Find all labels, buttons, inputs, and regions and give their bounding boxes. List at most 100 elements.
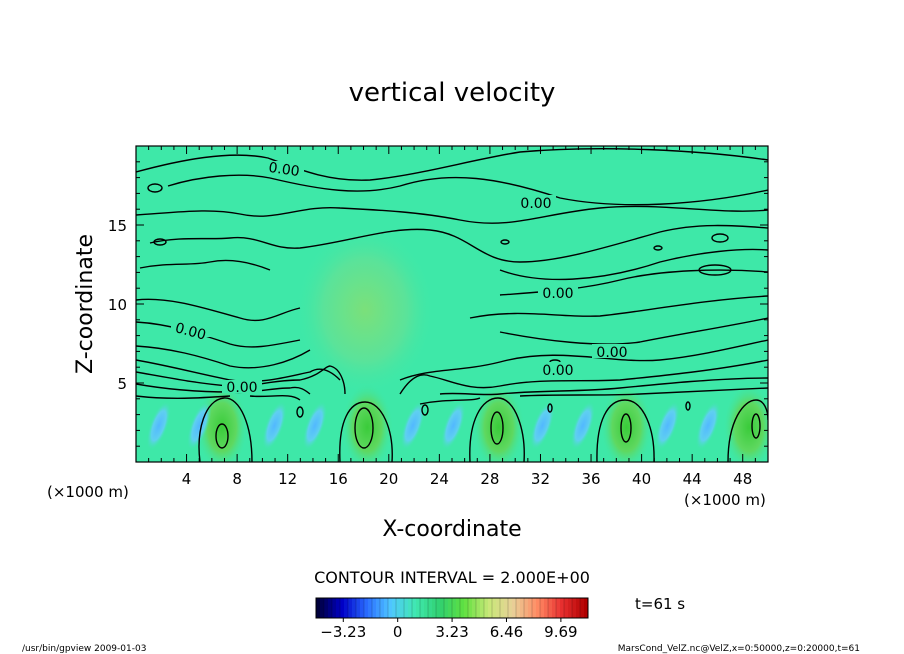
downdraft-band bbox=[146, 401, 172, 451]
colorbar-segment bbox=[544, 598, 549, 618]
x-tick-label: 28 bbox=[480, 470, 499, 488]
colorbar-segment bbox=[464, 598, 469, 618]
downdraft-band bbox=[302, 401, 328, 451]
x-tick-label: 16 bbox=[329, 470, 348, 488]
contour-label: 0.00 bbox=[542, 286, 573, 302]
colorbar-segment bbox=[468, 598, 473, 618]
colorbar-ticks: −3.23 0 3.23 6.46 9.69 bbox=[320, 618, 578, 641]
colorbar-segment bbox=[520, 598, 525, 618]
colorbar-segment bbox=[400, 598, 405, 618]
time-label: t=61 s bbox=[635, 595, 685, 613]
colorbar bbox=[315, 598, 589, 618]
colorbar-segment bbox=[460, 598, 465, 618]
contour-label: 0.00 bbox=[226, 380, 257, 396]
colorbar-segment bbox=[548, 598, 553, 618]
y-tick-label: 15 bbox=[108, 217, 127, 235]
footer-left: /usr/bin/gpview 2009-01-03 bbox=[22, 644, 146, 654]
colorbar-segment bbox=[480, 598, 485, 618]
colorbar-segment bbox=[564, 598, 569, 618]
colorbar-segment bbox=[568, 598, 573, 618]
colorbar-segment bbox=[436, 598, 441, 618]
colorbar-segment bbox=[420, 598, 425, 618]
colorbar-segment bbox=[356, 598, 361, 618]
downdraft-band bbox=[655, 401, 680, 451]
colorbar-tick-label: 9.69 bbox=[544, 623, 577, 641]
colorbar-segment bbox=[364, 598, 369, 618]
colorbar-segment bbox=[456, 598, 461, 618]
colorbar-segment bbox=[572, 598, 577, 618]
colorbar-segment bbox=[556, 598, 561, 618]
footer-right: MarsCond_VelZ.nc@VelZ,x=0:50000,z=0:2000… bbox=[618, 644, 860, 654]
colorbar-segment bbox=[416, 598, 421, 618]
colorbar-segment bbox=[392, 598, 397, 618]
colorbar-segment bbox=[340, 598, 345, 618]
colorbar-segment bbox=[440, 598, 445, 618]
colorbar-segment bbox=[492, 598, 497, 618]
x-axis-label: X-coordinate bbox=[382, 517, 521, 542]
colorbar-tick-label: 3.23 bbox=[435, 623, 468, 641]
colorbar-segment bbox=[432, 598, 437, 618]
x-tick-label: 20 bbox=[379, 470, 398, 488]
colorbar-segment bbox=[536, 598, 541, 618]
colorbar-segment bbox=[444, 598, 449, 618]
colorbar-segment bbox=[472, 598, 477, 618]
downdraft-band bbox=[695, 401, 721, 451]
x-axis-ticks: 4 8 12 16 20 24 28 32 36 40 44 48 bbox=[148, 146, 756, 488]
colorbar-segment bbox=[380, 598, 385, 618]
colorbar-segment bbox=[428, 598, 433, 618]
colorbar-segment bbox=[532, 598, 537, 618]
downdraft-band bbox=[440, 401, 466, 451]
y-axis-label: Z-coordinate bbox=[73, 234, 98, 374]
colorbar-segment bbox=[360, 598, 365, 618]
downdraft-band bbox=[570, 401, 596, 451]
colorbar-segment bbox=[404, 598, 409, 618]
downdraft-band bbox=[530, 401, 555, 451]
colorbar-segment bbox=[504, 598, 509, 618]
colorbar-segment bbox=[408, 598, 413, 618]
colorbar-segment bbox=[528, 598, 533, 618]
x-tick-label: 32 bbox=[531, 470, 550, 488]
x-unit-right: (×1000 m) bbox=[684, 491, 766, 509]
colorbar-segment bbox=[448, 598, 453, 618]
x-tick-label: 8 bbox=[232, 470, 242, 488]
colorbar-segment bbox=[540, 598, 545, 618]
colorbar-segment bbox=[376, 598, 381, 618]
colorbar-segment bbox=[500, 598, 505, 618]
y-tick-label: 10 bbox=[108, 296, 127, 314]
chart-title: vertical velocity bbox=[349, 78, 556, 108]
downdraft-band bbox=[262, 401, 287, 451]
colorbar-segment bbox=[412, 598, 417, 618]
colorbar-segment bbox=[388, 598, 393, 618]
contour-label: 0.00 bbox=[520, 196, 551, 212]
central-plume bbox=[295, 225, 435, 395]
colorbar-segment bbox=[484, 598, 489, 618]
contour-interval: CONTOUR INTERVAL = 2.000E+00 bbox=[314, 568, 590, 587]
y-tick-label: 5 bbox=[117, 375, 127, 393]
x-unit-left: (×1000 m) bbox=[47, 483, 129, 501]
colorbar-segment bbox=[560, 598, 565, 618]
contour-label-group: 0.00 0.00 0.00 0.00 0.00 0.00 0.00 bbox=[171, 160, 632, 396]
colorbar-tick-label: 6.46 bbox=[490, 623, 523, 641]
colorbar-segment bbox=[512, 598, 517, 618]
colorbar-segment bbox=[524, 598, 529, 618]
colorbar-segment bbox=[328, 598, 333, 618]
colorbar-segment bbox=[584, 598, 589, 618]
colorbar-segment bbox=[508, 598, 513, 618]
plot-area: 0.00 0.00 0.00 0.00 0.00 0.00 0.00 bbox=[136, 146, 768, 462]
colorbar-segment bbox=[348, 598, 353, 618]
colorbar-segment bbox=[516, 598, 521, 618]
contour-label: 0.00 bbox=[542, 363, 573, 379]
x-tick-label: 44 bbox=[683, 470, 702, 488]
updraft-core bbox=[723, 383, 768, 462]
colorbar-segment bbox=[476, 598, 481, 618]
contour-label: 0.00 bbox=[173, 320, 207, 344]
updraft-core bbox=[341, 383, 394, 462]
x-tick-label: 12 bbox=[278, 470, 297, 488]
x-tick-label: 24 bbox=[430, 470, 449, 488]
colorbar-segment bbox=[452, 598, 457, 618]
colorbar-segment bbox=[336, 598, 341, 618]
downdraft-band bbox=[400, 401, 426, 451]
colorbar-segment bbox=[552, 598, 557, 618]
colorbar-segment bbox=[320, 598, 325, 618]
